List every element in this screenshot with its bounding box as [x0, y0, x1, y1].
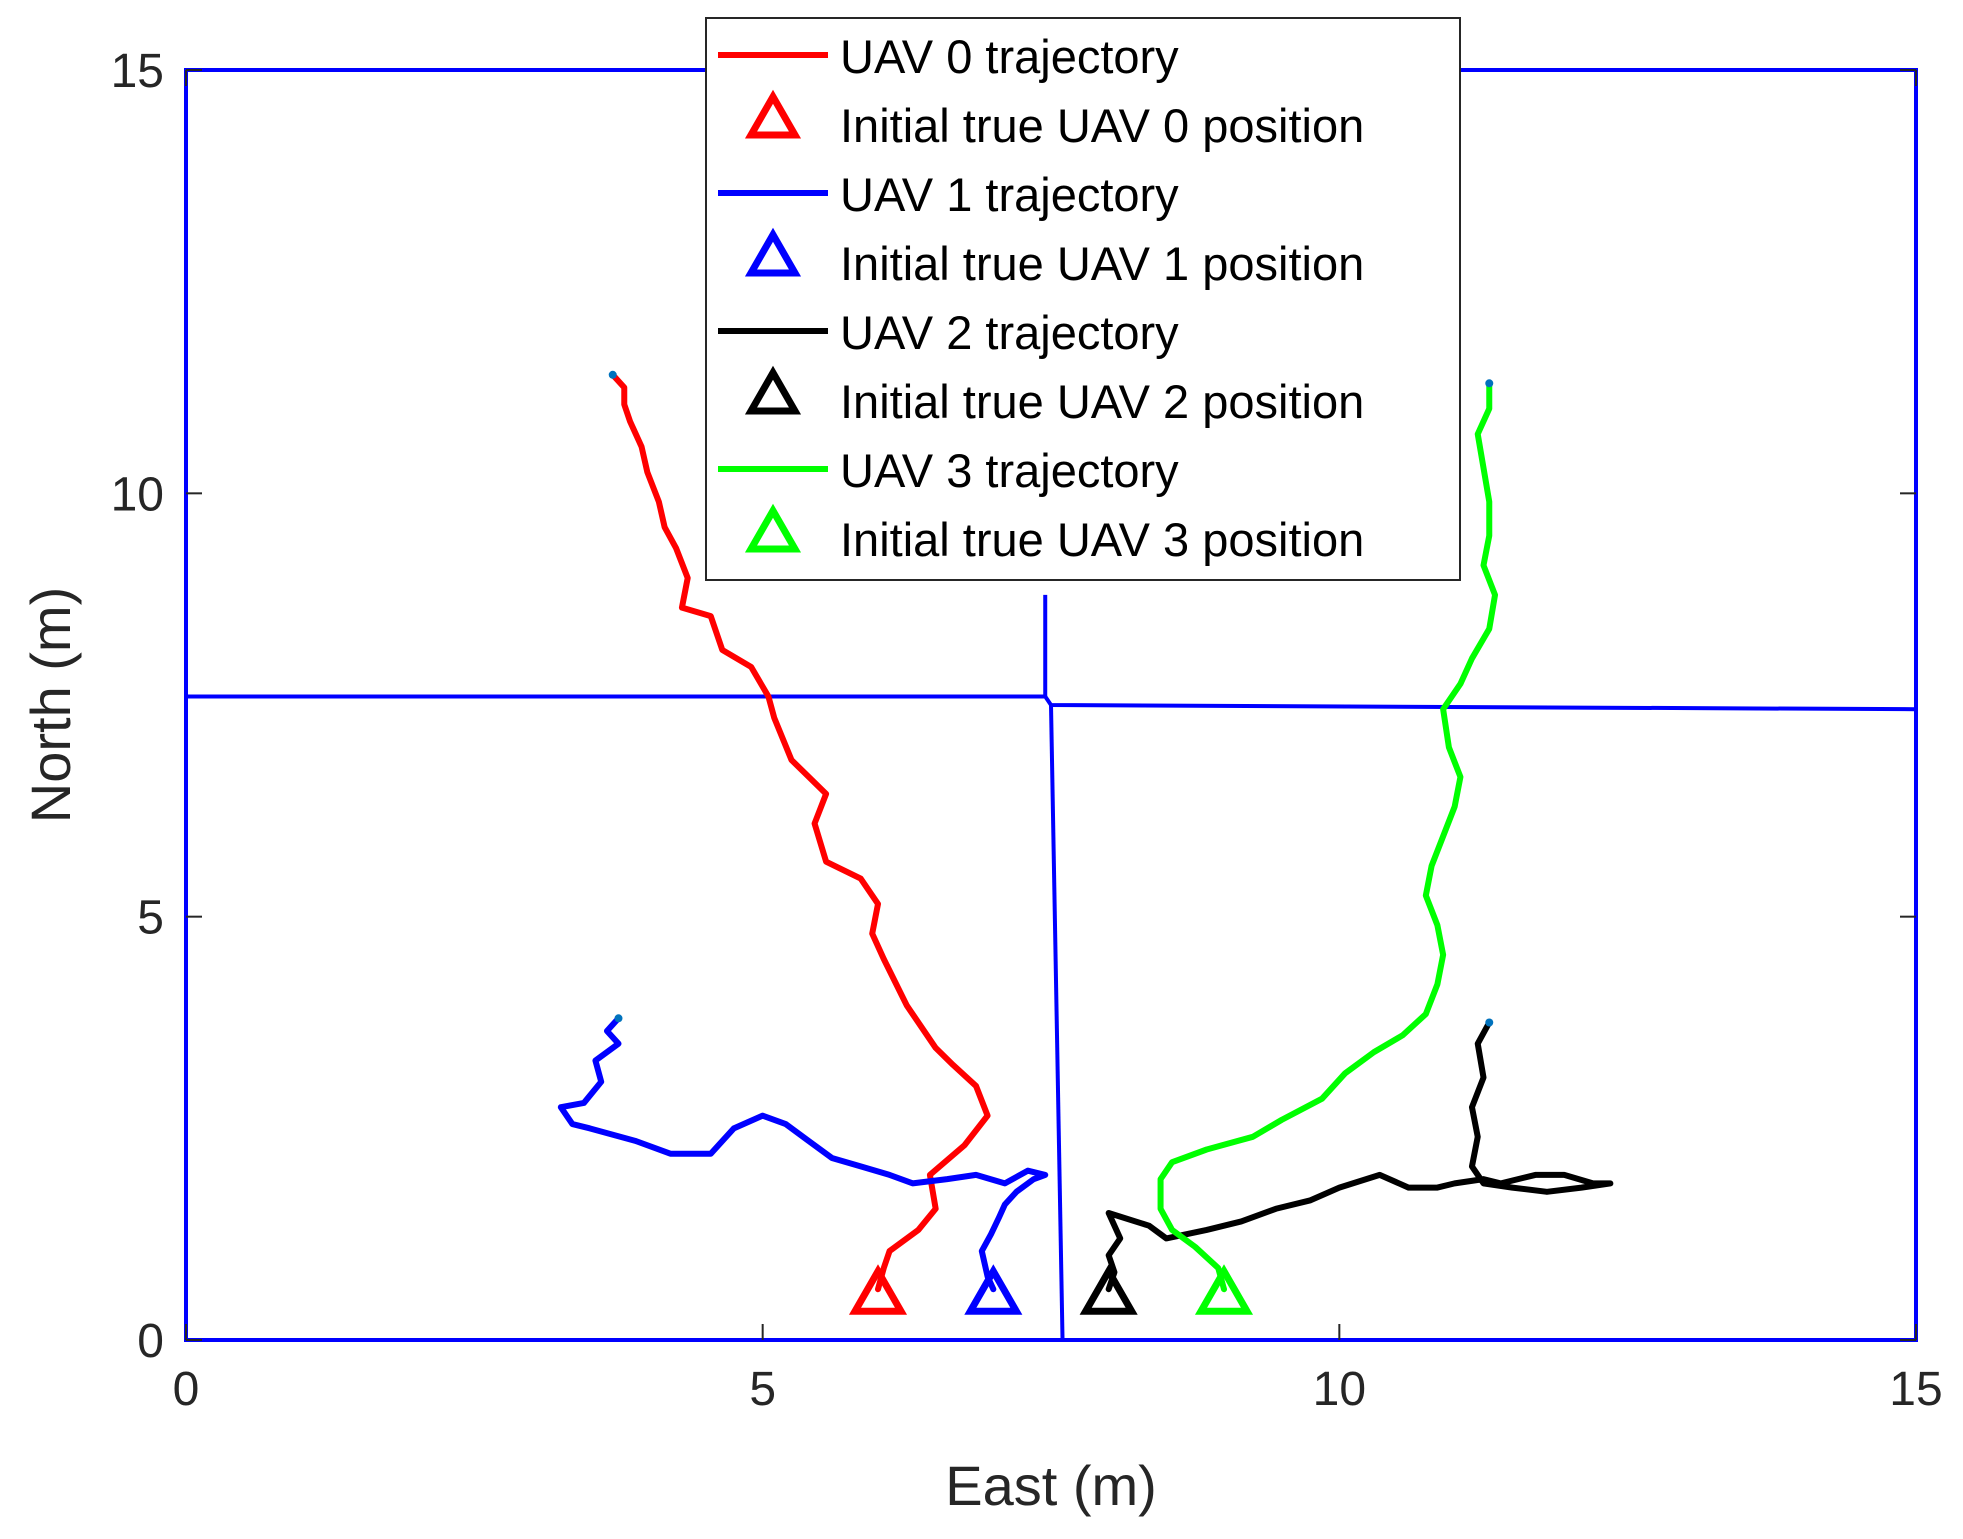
y-axis-title: North (m) — [19, 587, 82, 823]
legend-triangle-7 — [744, 503, 802, 553]
x-axis-title: East (m) — [945, 1454, 1157, 1517]
legend-label-4: UAV 2 trajectory — [840, 306, 1179, 359]
end-point-uav-3 — [1485, 379, 1494, 388]
x-tick-label-0: 0 — [173, 1363, 200, 1416]
legend-label-3: Initial true UAV 1 position — [840, 237, 1364, 290]
end-point-uav-0 — [608, 370, 617, 379]
initial-position-uav-3 — [1194, 1264, 1254, 1315]
legend-triangle-1 — [744, 89, 802, 139]
y-tick-label-3: 15 — [111, 45, 164, 98]
trajectory-uav-0 — [609, 371, 991, 1293]
trajectory-uav-1 — [557, 1015, 1049, 1293]
trajectory-uav-3 — [1157, 380, 1499, 1293]
initial-position-uav-2 — [1079, 1264, 1138, 1315]
legend: UAV 0 trajectory Initial true UAV 0 posit… — [705, 17, 1461, 581]
initial-position-uav-0 — [848, 1264, 908, 1315]
end-point-uav-2 — [1485, 1018, 1494, 1027]
x-tick-label-3: 15 — [1889, 1363, 1942, 1416]
y-tick-label-1: 5 — [137, 892, 164, 945]
legend-label-6: UAV 3 trajectory — [840, 444, 1179, 497]
x-tick-label-1: 5 — [749, 1363, 776, 1416]
x-tick-label-2: 10 — [1313, 1363, 1366, 1416]
legend-label-1: Initial true UAV 0 position — [840, 99, 1364, 152]
boundary-line-2 — [1049, 704, 1065, 1341]
legend-label-5: Initial true UAV 2 position — [840, 375, 1364, 428]
initial-position-uav-1 — [964, 1264, 1023, 1315]
legend-triangle-3 — [744, 227, 802, 277]
y-tick-label-0: 0 — [137, 1315, 164, 1368]
trajectory-uav-2 — [1105, 1019, 1614, 1293]
legend-label-7: Initial true UAV 3 position — [840, 513, 1364, 566]
end-point-uav-1 — [614, 1014, 623, 1023]
legend-label-2: UAV 1 trajectory — [840, 168, 1179, 221]
legend-box — [705, 17, 1461, 581]
y-tick-label-2: 10 — [111, 468, 164, 521]
legend-label-0: UAV 0 trajectory — [840, 30, 1179, 83]
boundary-line-0 — [186, 694, 1917, 712]
legend-triangle-5 — [744, 365, 802, 415]
